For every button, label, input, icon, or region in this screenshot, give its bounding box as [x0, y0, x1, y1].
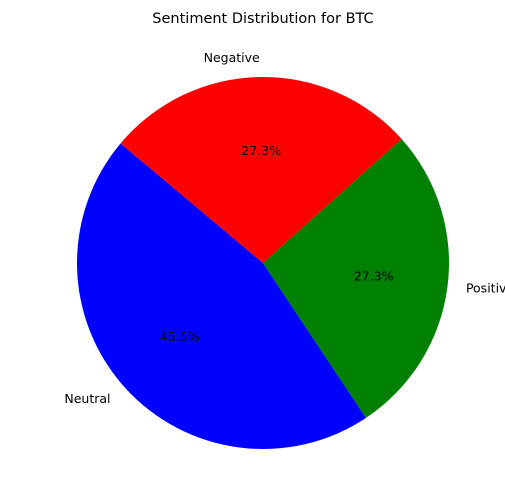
slice-label-neutral: Neutral: [64, 391, 110, 406]
pie-slice-positive: [263, 138, 450, 418]
percent-label-negative: 27.3%: [241, 143, 281, 158]
pie-slices: [77, 77, 450, 450]
pie-labels: Neutral 45.5% Positive 27.3% Negative 27.3%: [64, 50, 505, 406]
chart-title: Sentiment Distribution for BTC: [152, 11, 373, 27]
slice-label-positive: Positive: [466, 280, 505, 295]
slice-label-negative: Negative: [204, 50, 260, 65]
percent-label-positive: 27.3%: [354, 269, 394, 284]
percent-label-neutral: 45.5%: [160, 329, 200, 344]
pie-slice-neutral: [77, 143, 367, 450]
pie-slice-negative: [120, 77, 402, 263]
